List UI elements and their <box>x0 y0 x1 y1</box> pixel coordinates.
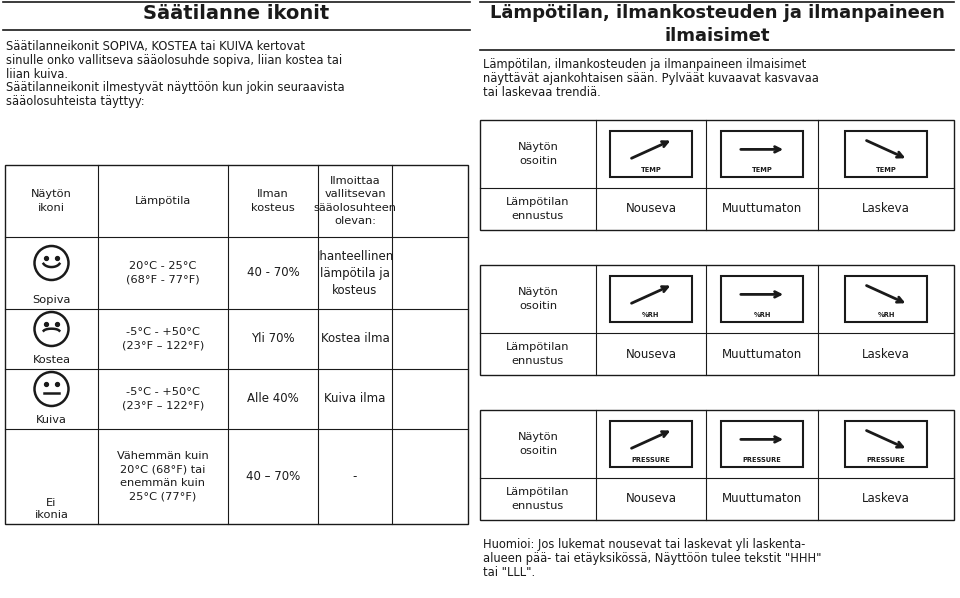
Text: Lämpötilan, ilmankosteuden ja ilmanpaineen
ilmaisimet: Lämpötilan, ilmankosteuden ja ilmanpaine… <box>490 4 945 45</box>
Text: tai "LLL".: tai "LLL". <box>483 566 535 579</box>
Text: Nouseva: Nouseva <box>626 347 677 361</box>
Text: PRESSURE: PRESSURE <box>743 457 781 463</box>
Text: Lämpötilan
ennustus: Lämpötilan ennustus <box>506 487 569 511</box>
Bar <box>610 131 692 177</box>
Text: PRESSURE: PRESSURE <box>632 457 670 463</box>
Bar <box>480 120 954 230</box>
Text: Laskeva: Laskeva <box>862 347 910 361</box>
Text: Laskeva: Laskeva <box>862 203 910 215</box>
Text: -5°C - +50°C
(23°F – 122°F): -5°C - +50°C (23°F – 122°F) <box>122 387 204 411</box>
Text: PRESSURE: PRESSURE <box>867 457 905 463</box>
Text: Sopiva: Sopiva <box>33 295 71 305</box>
Text: Nouseva: Nouseva <box>626 493 677 505</box>
Text: -5°C - +50°C
(23°F – 122°F): -5°C - +50°C (23°F – 122°F) <box>122 327 204 351</box>
Text: %RH: %RH <box>877 312 895 318</box>
Text: Näytön
osoitin: Näytön osoitin <box>517 288 559 310</box>
Text: 40 – 70%: 40 – 70% <box>246 470 300 483</box>
Text: Ihanteellinen
lämpötila ja
kosteus: Ihanteellinen lämpötila ja kosteus <box>317 249 394 297</box>
Text: Lämpötilan
ennustus: Lämpötilan ennustus <box>506 197 569 221</box>
Text: Kostea ilma: Kostea ilma <box>321 332 390 346</box>
Text: Säätilanneikonit ilmestyvät näyttöön kun jokin seuraavista: Säätilanneikonit ilmestyvät näyttöön kun… <box>6 81 345 94</box>
Text: %RH: %RH <box>754 312 771 318</box>
Text: Näytön
osoitin: Näytön osoitin <box>517 432 559 456</box>
Text: TEMP: TEMP <box>752 167 773 173</box>
Text: Säätilanne ikonit: Säätilanne ikonit <box>143 4 329 23</box>
Text: 20°C - 25°C
(68°F - 77°F): 20°C - 25°C (68°F - 77°F) <box>126 261 200 285</box>
Text: Kuiva: Kuiva <box>36 415 67 425</box>
Text: 40 - 70%: 40 - 70% <box>247 267 300 279</box>
Bar <box>721 421 803 467</box>
Text: Ilmoittaa
vallitsevan
sääolosuhteen
olevan:: Ilmoittaa vallitsevan sääolosuhteen olev… <box>314 176 396 226</box>
Text: Ei
ikonia: Ei ikonia <box>35 498 68 520</box>
Bar <box>845 421 927 467</box>
Text: Alle 40%: Alle 40% <box>247 392 299 405</box>
Text: Lämpötila: Lämpötila <box>134 196 191 206</box>
Text: Näytön
ikoni: Näytön ikoni <box>31 190 72 213</box>
Bar <box>845 276 927 322</box>
Bar <box>610 421 692 467</box>
Bar <box>5 165 468 524</box>
Text: Lämpötilan, ilmankosteuden ja ilmanpaineen ilmaisimet: Lämpötilan, ilmankosteuden ja ilmanpaine… <box>483 58 806 71</box>
Bar <box>480 410 954 520</box>
Text: -: - <box>353 470 357 483</box>
Text: %RH: %RH <box>642 312 660 318</box>
Text: Huomioi: Jos lukemat nousevat tai laskevat yli laskenta-: Huomioi: Jos lukemat nousevat tai laskev… <box>483 538 805 551</box>
Text: tai laskevaa trendiä.: tai laskevaa trendiä. <box>483 86 601 99</box>
Bar <box>721 131 803 177</box>
Bar <box>480 265 954 375</box>
Text: sääolosuhteista täyttyy:: sääolosuhteista täyttyy: <box>6 95 145 108</box>
Text: Laskeva: Laskeva <box>862 493 910 505</box>
Text: Kuiva ilma: Kuiva ilma <box>324 392 386 405</box>
Text: Yli 70%: Yli 70% <box>252 332 295 346</box>
Text: Ilman
kosteus: Ilman kosteus <box>252 190 295 213</box>
Bar <box>610 276 692 322</box>
Text: TEMP: TEMP <box>640 167 661 173</box>
Bar <box>845 131 927 177</box>
Text: näyttävät ajankohtaisen sään. Pylväät kuvaavat kasvavaa: näyttävät ajankohtaisen sään. Pylväät ku… <box>483 72 819 85</box>
Text: Kostea: Kostea <box>33 355 70 365</box>
Text: TEMP: TEMP <box>876 167 897 173</box>
Text: Vähemmän kuin
20°C (68°F) tai
enemmän kuin
25°C (77°F): Vähemmän kuin 20°C (68°F) tai enemmän ku… <box>117 451 209 502</box>
Text: Näytön
osoitin: Näytön osoitin <box>517 142 559 166</box>
Bar <box>721 276 803 322</box>
Text: Säätilanneikonit SOPIVA, KOSTEA tai KUIVA kertovat: Säätilanneikonit SOPIVA, KOSTEA tai KUIV… <box>6 40 305 53</box>
Text: Muuttumaton: Muuttumaton <box>722 203 803 215</box>
Text: Nouseva: Nouseva <box>626 203 677 215</box>
Text: sinulle onko vallitseva sääolosuhde sopiva, liian kostea tai: sinulle onko vallitseva sääolosuhde sopi… <box>6 54 342 67</box>
Text: Muuttumaton: Muuttumaton <box>722 347 803 361</box>
Text: Muuttumaton: Muuttumaton <box>722 493 803 505</box>
Text: alueen pää- tai etäyksikössä, Näyttöön tulee tekstit "HHH": alueen pää- tai etäyksikössä, Näyttöön t… <box>483 552 822 565</box>
Text: Lämpötilan
ennustus: Lämpötilan ennustus <box>506 343 569 365</box>
Text: liian kuiva.: liian kuiva. <box>6 68 68 81</box>
